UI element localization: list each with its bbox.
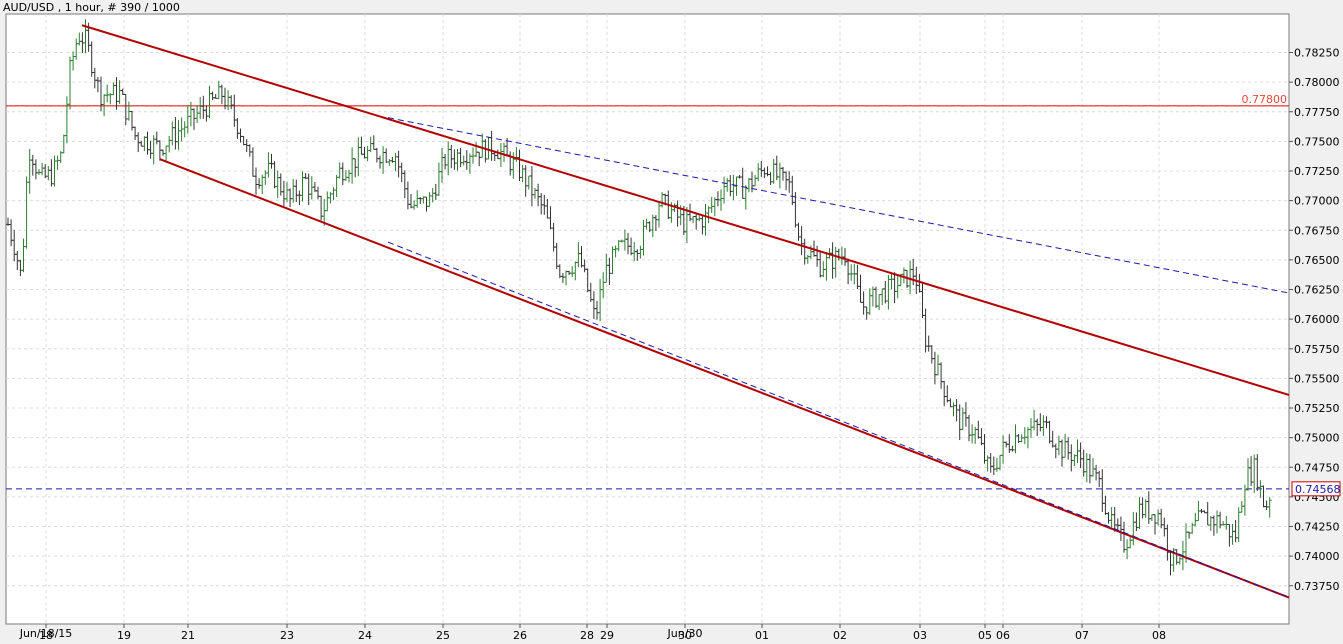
y-tick-label: 0.73750	[1294, 580, 1340, 593]
axis-layer: 0.78250 0.78000 0.77750 0.77500 0.77250 0.770…	[19, 47, 1341, 642]
x-tick-label: 26	[513, 629, 527, 640]
y-tick-label: 0.76250	[1294, 284, 1340, 297]
candle	[1267, 497, 1272, 518]
y-tick-label: 0.75500	[1294, 372, 1340, 385]
x-tick-label: 18	[39, 629, 53, 640]
x-sublabel: Jun/18/15	[19, 627, 73, 640]
trend-layer	[81, 24, 1290, 599]
y-tick-label: 0.76500	[1294, 254, 1340, 267]
x-tick-label: 23	[280, 629, 294, 640]
level-line-label: 0.77800	[1242, 93, 1288, 106]
x-tick-label: 24	[358, 629, 372, 640]
x-sublabel: Jun/30	[667, 627, 703, 640]
y-tick-label: 0.75000	[1294, 432, 1340, 445]
channel-upper-line	[81, 24, 1290, 396]
x-tick-label: 28	[580, 629, 594, 640]
y-tick-label: 0.75750	[1294, 343, 1340, 356]
x-tick-label: 19	[117, 629, 131, 640]
channel-lower-line	[159, 158, 1290, 599]
y-tick-label: 0.78000	[1294, 76, 1340, 89]
grid-layer	[6, 14, 1289, 624]
dashed-lower-trendline	[387, 241, 1290, 599]
dashed-upper-trendline	[387, 117, 1290, 294]
y-tick-label: 0.76750	[1294, 224, 1340, 237]
x-tick-label: 21	[181, 629, 195, 640]
x-tick-label: 06	[996, 629, 1010, 640]
y-tick-label: 0.75250	[1294, 402, 1340, 415]
x-tick-label: 05	[978, 629, 992, 640]
y-tick-label: 0.77250	[1294, 165, 1340, 178]
y-tick-label: 0.74250	[1294, 521, 1340, 534]
y-tick-label: 0.74750	[1294, 461, 1340, 474]
x-tick-label: 02	[833, 629, 847, 640]
y-tick-label: 0.77750	[1294, 106, 1340, 119]
candle-layer	[6, 19, 1272, 576]
y-tick-label: 0.76000	[1294, 313, 1340, 326]
x-tick-label: 03	[913, 629, 927, 640]
x-tick-label: 25	[436, 629, 450, 640]
x-tick-label: 07	[1075, 629, 1089, 640]
y-tick-label: 0.77000	[1294, 195, 1340, 208]
x-tick-label: 08	[1152, 629, 1166, 640]
y-tick-label: 0.78250	[1294, 47, 1340, 60]
current-price-box	[1291, 481, 1341, 497]
current-price-label: 0.74568	[1295, 483, 1341, 496]
y-tick-label: 0.74000	[1294, 550, 1340, 563]
chart-title: AUD/USD , 1 hour, # 390 / 1000	[3, 1, 180, 14]
x-tick-label: 29	[600, 629, 614, 640]
level-layer: 0.77800	[6, 93, 1289, 490]
x-tick-label: 30	[678, 629, 692, 640]
y-tick-label: 0.77500	[1294, 135, 1340, 148]
x-tick-label: 01	[755, 629, 769, 640]
